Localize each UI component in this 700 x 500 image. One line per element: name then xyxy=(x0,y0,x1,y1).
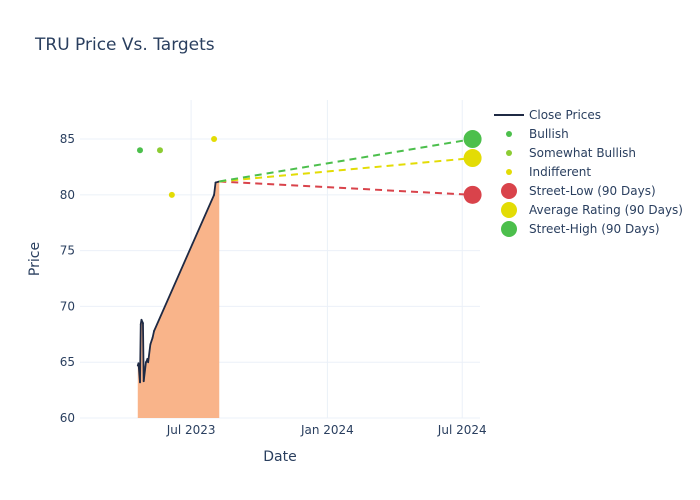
rating-markers xyxy=(137,130,482,204)
y-tick-label: 75 xyxy=(60,244,75,258)
legend-label: Street-High (90 Days) xyxy=(529,222,660,236)
chart-title: TRU Price Vs. Targets xyxy=(34,35,215,55)
close-price-segment xyxy=(151,330,155,339)
rating-point xyxy=(157,147,163,154)
legend: Close Prices Bullish Somewhat Bullish Indif… xyxy=(494,108,683,237)
y-tick-label: 60 xyxy=(60,411,75,425)
legend-label: Indifferent xyxy=(529,165,591,179)
close-price-segment xyxy=(213,181,217,196)
x-axis-ticks: Jul 2023 Jan 2024 Jul 2024 xyxy=(166,423,487,437)
rating-point xyxy=(211,136,218,143)
rating-point xyxy=(137,147,143,154)
close-price-lines xyxy=(136,180,221,384)
close-price-segment xyxy=(139,323,142,384)
target-projections xyxy=(219,138,473,196)
legend-swatch xyxy=(506,150,512,156)
projection-line xyxy=(219,157,473,183)
legend-label: Bullish xyxy=(529,127,569,141)
close-price-fill xyxy=(137,181,220,418)
close-price-segment xyxy=(147,343,152,364)
projection-line xyxy=(219,138,473,183)
target-point xyxy=(463,185,482,204)
y-tick-label: 80 xyxy=(60,188,75,202)
y-axis-ticks: 60 65 70 75 80 85 xyxy=(60,132,75,425)
legend-swatch xyxy=(506,131,512,137)
legend-label: Somewhat Bullish xyxy=(529,146,636,160)
close-price-segment xyxy=(214,180,221,184)
y-tick-label: 70 xyxy=(60,299,75,313)
close-price-area xyxy=(137,181,220,418)
close-price-segment xyxy=(142,361,147,383)
close-price-segment xyxy=(153,193,215,332)
x-tick-label: Jul 2023 xyxy=(166,423,216,437)
x-tick-label: Jul 2024 xyxy=(437,423,487,437)
x-tick-label: Jan 2024 xyxy=(300,423,354,437)
close-price-segment xyxy=(142,322,145,383)
legend-swatch xyxy=(506,169,512,175)
legend-label: Close Prices xyxy=(529,108,601,122)
y-tick-label: 65 xyxy=(60,355,75,369)
rating-point xyxy=(168,191,175,198)
legend-label: Street-Low (90 Days) xyxy=(529,184,656,198)
legend-swatch xyxy=(501,221,517,237)
legend-swatch xyxy=(501,202,517,218)
projection-line xyxy=(219,180,473,196)
legend-label: Average Rating (90 Days) xyxy=(529,203,683,217)
y-tick-label: 85 xyxy=(60,132,75,146)
target-point xyxy=(463,149,482,168)
target-point xyxy=(463,130,482,149)
close-price-segment xyxy=(149,336,154,346)
x-axis-title: Date xyxy=(263,449,296,465)
legend-swatch xyxy=(501,183,517,199)
y-axis-title: Price xyxy=(27,242,43,276)
